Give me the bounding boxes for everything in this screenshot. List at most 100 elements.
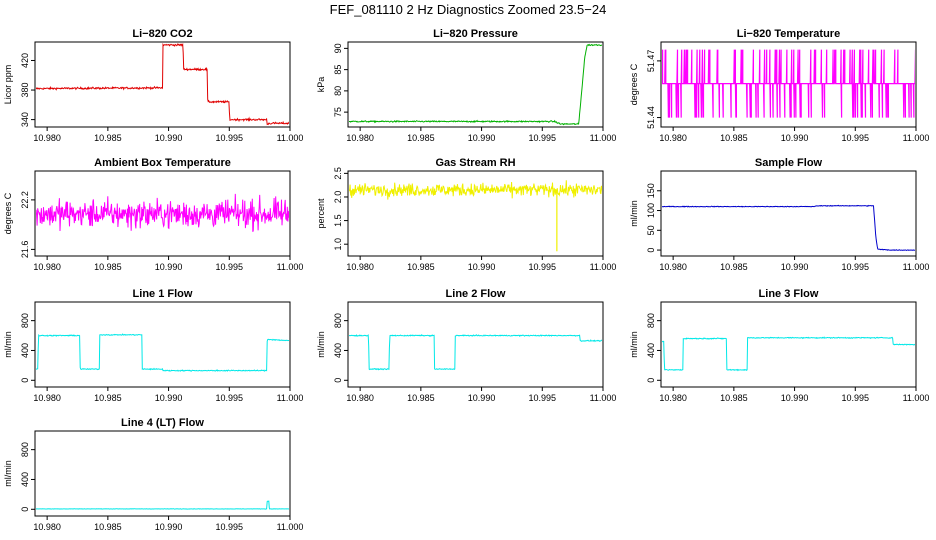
x-tick-label: 11.000 xyxy=(277,393,304,403)
chart-title: Line 4 (LT) Flow xyxy=(121,417,204,429)
y-tick-label: 90 xyxy=(333,43,343,53)
chart-title: Ambient Box Temperature xyxy=(94,157,231,169)
x-tick-label: 10.995 xyxy=(216,262,244,272)
series-line xyxy=(349,180,602,200)
chart-panel-9: Line 3 Flow 10.980 10.985 10.990 10.995 11.00… xyxy=(629,288,929,403)
chart-title: Li−820 CO2 xyxy=(132,28,192,40)
plot-frame xyxy=(34,301,291,388)
x-tick-label: 10.980 xyxy=(346,262,374,272)
x-tick-label: 10.985 xyxy=(720,133,748,143)
chart-title: Gas Stream RH xyxy=(435,157,515,169)
series-line xyxy=(662,49,915,118)
x-tick-label: 10.990 xyxy=(155,133,183,143)
y-tick-label: 51.44 xyxy=(646,106,656,129)
y-tick-label: 50 xyxy=(646,225,656,235)
y-axis-label: ml/min xyxy=(3,331,13,358)
y-tick-label: 800 xyxy=(333,313,343,328)
plot-frame xyxy=(34,430,291,517)
plot-frame xyxy=(347,41,604,128)
x-tick-label: 10.995 xyxy=(529,133,557,143)
y-tick-label: 21.6 xyxy=(20,241,30,259)
y-tick-label: 150 xyxy=(646,183,656,198)
x-tick-label: 10.995 xyxy=(842,262,870,272)
chart-panel-1: Li−820 CO2 10.980 10.985 10.990 10.995 11.000… xyxy=(3,28,303,143)
x-tick-label: 11.000 xyxy=(903,262,930,272)
y-tick-label: 800 xyxy=(20,313,30,328)
x-tick-label: 10.990 xyxy=(155,393,183,403)
y-tick-label: 1.0 xyxy=(333,238,343,251)
x-tick-label: 10.980 xyxy=(33,133,61,143)
chart-panel-7: Line 1 Flow 10.980 10.985 10.990 10.995 11.00… xyxy=(3,288,303,403)
y-tick-label: 0 xyxy=(333,378,343,383)
y-tick-label: 800 xyxy=(20,442,30,457)
x-tick-label: 11.000 xyxy=(277,133,304,143)
y-axis-label: ml/min xyxy=(629,331,639,358)
x-tick-label: 10.980 xyxy=(33,522,61,532)
x-tick-label: 10.985 xyxy=(407,393,435,403)
x-tick-label: 10.980 xyxy=(659,393,687,403)
y-tick-label: 400 xyxy=(20,343,30,358)
x-tick-label: 10.995 xyxy=(842,133,870,143)
plot-frame xyxy=(660,301,917,388)
x-tick-label: 10.990 xyxy=(468,262,496,272)
x-tick-label: 10.995 xyxy=(216,133,244,143)
y-tick-label: 2.5 xyxy=(333,167,343,180)
x-tick-label: 10.985 xyxy=(94,133,122,143)
y-axis-label: kPa xyxy=(316,77,326,93)
y-axis-label: degrees C xyxy=(3,192,13,234)
x-tick-label: 10.990 xyxy=(468,133,496,143)
series-line xyxy=(349,334,602,371)
series-line xyxy=(36,193,289,232)
y-tick-label: 2.0 xyxy=(333,191,343,204)
chart-panel-10: Line 4 (LT) Flow 10.980 10.985 10.990 10.995… xyxy=(3,417,303,532)
y-tick-label: 400 xyxy=(333,343,343,358)
series-line xyxy=(662,204,915,251)
plot-frame xyxy=(347,301,604,388)
x-tick-label: 10.990 xyxy=(781,393,809,403)
x-tick-label: 10.985 xyxy=(94,522,122,532)
chart-title: Li−820 Pressure xyxy=(433,28,518,40)
x-tick-label: 10.980 xyxy=(346,393,374,403)
series-line xyxy=(662,336,915,372)
y-tick-label: 22.2 xyxy=(20,191,30,209)
y-axis-label: ml/min xyxy=(3,460,13,487)
y-tick-label: 340 xyxy=(20,112,30,127)
chart-title: Li−820 Temperature xyxy=(737,28,840,40)
y-axis-label: ml/min xyxy=(629,200,639,227)
y-tick-label: 380 xyxy=(20,83,30,98)
x-tick-label: 10.990 xyxy=(155,262,183,272)
figure-title: FEF_081110 2 Hz Diagnostics Zoomed 23.5−… xyxy=(330,2,607,17)
y-tick-label: 800 xyxy=(646,313,656,328)
plot-frame xyxy=(34,170,291,257)
x-tick-label: 10.990 xyxy=(781,262,809,272)
x-tick-label: 10.980 xyxy=(33,393,61,403)
series-line xyxy=(36,333,289,372)
plot-frame xyxy=(34,41,291,128)
series-line xyxy=(36,500,289,510)
x-tick-label: 10.995 xyxy=(529,262,557,272)
x-tick-label: 10.990 xyxy=(781,133,809,143)
plot-frame xyxy=(660,170,917,257)
y-tick-label: 0 xyxy=(20,507,30,512)
y-tick-label: 0 xyxy=(20,378,30,383)
chart-panel-4: Ambient Box Temperature 10.980 10.985 10.99… xyxy=(3,157,303,272)
y-tick-label: 420 xyxy=(20,53,30,68)
plot-frame xyxy=(347,170,604,257)
x-tick-label: 10.985 xyxy=(94,262,122,272)
x-tick-label: 10.985 xyxy=(407,262,435,272)
x-tick-label: 10.995 xyxy=(216,522,244,532)
x-tick-label: 10.980 xyxy=(659,133,687,143)
y-tick-label: 51.47 xyxy=(646,50,656,73)
x-tick-label: 11.000 xyxy=(903,133,930,143)
y-axis-label: ml/min xyxy=(316,331,326,358)
x-tick-label: 10.980 xyxy=(659,262,687,272)
chart-title: Sample Flow xyxy=(755,157,823,169)
chart-title: Line 2 Flow xyxy=(446,288,506,300)
x-tick-label: 10.990 xyxy=(468,393,496,403)
x-tick-label: 10.980 xyxy=(33,262,61,272)
y-tick-label: 0 xyxy=(646,378,656,383)
x-tick-label: 10.985 xyxy=(720,262,748,272)
x-tick-label: 10.995 xyxy=(216,393,244,403)
x-tick-label: 11.000 xyxy=(277,522,304,532)
chart-panel-6: Sample Flow 10.980 10.985 10.990 10.995 11.00… xyxy=(629,157,929,272)
